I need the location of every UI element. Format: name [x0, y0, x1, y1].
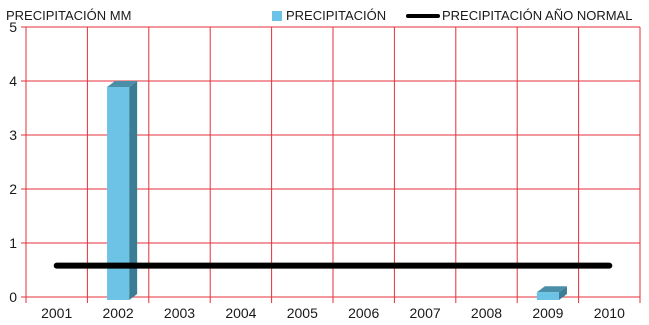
legend-label-normal: PRECIPITACIÓN AÑO NORMAL	[442, 8, 632, 23]
bar-side	[558, 286, 567, 300]
x-tick-label: 2009	[532, 305, 563, 321]
x-tick-labels: 2001 2002 2003 2004 2005 2006 2007 2008 2009 2010	[41, 305, 625, 321]
bar-front	[107, 87, 130, 300]
bar-2002	[107, 81, 138, 300]
bar-2009	[536, 286, 567, 300]
x-tick-label: 2003	[164, 305, 195, 321]
x-tick-label: 2001	[41, 305, 72, 321]
x-tick-label: 2010	[594, 305, 625, 321]
y-tick-label: 0	[9, 289, 17, 305]
legend-label-precipitacion: PRECIPITACIÓN	[286, 8, 386, 23]
x-tick-label: 2008	[471, 305, 502, 321]
x-tick-label: 2005	[287, 305, 318, 321]
y-tick-label: 3	[9, 127, 17, 143]
y-tick-label: 4	[9, 73, 17, 89]
x-tick-label: 2006	[348, 305, 379, 321]
bar-top	[536, 286, 567, 293]
y-tick-label: 5	[9, 19, 17, 35]
y-tick-labels: 0 1 2 3 4 5	[9, 19, 17, 305]
x-tick-label: 2002	[103, 305, 134, 321]
legend-swatch-precipitacion	[272, 11, 282, 21]
y-tick-label: 1	[9, 235, 17, 251]
x-tick-label: 2007	[410, 305, 441, 321]
bars	[107, 81, 567, 300]
bar-top	[107, 81, 138, 87]
x-tick-label: 2004	[225, 305, 256, 321]
bar-front	[536, 292, 559, 300]
bar-side	[129, 81, 138, 300]
y-tick-label: 2	[9, 181, 17, 197]
y-axis-label: PRECIPITACIÓN MM	[6, 8, 131, 23]
legend: PRECIPITACIÓN PRECIPITACIÓN AÑO NORMAL	[272, 8, 632, 23]
